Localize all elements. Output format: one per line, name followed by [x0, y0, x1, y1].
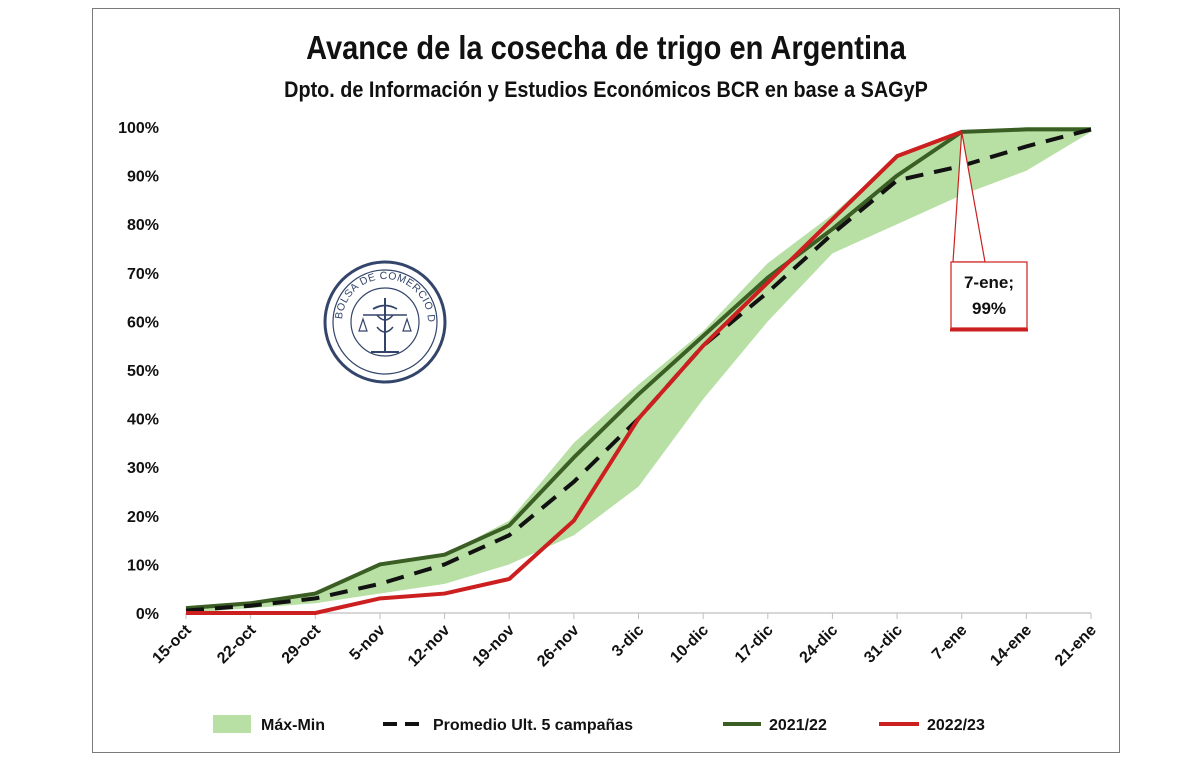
y-tick-label: 100%	[118, 120, 159, 137]
band-max-min	[186, 127, 1091, 613]
series-line-2021-22	[185, 127, 1091, 611]
chart-subtitle: Dpto. de Información y Estudios Económic…	[284, 77, 928, 102]
x-tick-label: 7-ene	[929, 622, 971, 664]
legend-label-promedio-ult-5-campa-as: Promedio Ult. 5 campañas	[433, 717, 633, 734]
x-tick-label: 17-dic	[732, 622, 777, 667]
y-tick-label: 0%	[136, 606, 159, 623]
callout-label-date: 7-ene;	[964, 273, 1014, 292]
x-tick-label: 24-dic	[797, 622, 842, 667]
y-tick-label: 30%	[127, 460, 159, 477]
series-line-2022-23	[186, 129, 963, 615]
x-tick-label: 19-nov	[470, 622, 519, 671]
y-tick-label: 60%	[127, 314, 159, 331]
x-tick-label: 26-nov	[534, 622, 583, 671]
y-tick-label: 80%	[127, 217, 159, 234]
callout-box	[950, 261, 1028, 329]
x-tick-label: 3-dic	[609, 622, 647, 660]
x-tick-label: 15-oct	[149, 621, 195, 667]
chart-frame: Avance de la cosecha de trigo en Argenti…	[92, 8, 1120, 753]
x-tick-label: 5-nov	[347, 622, 389, 664]
series-line-promedio-ult-5-campa-as	[185, 127, 1092, 613]
x-tick-label: 14-ene	[987, 622, 1035, 670]
y-tick-label: 40%	[127, 412, 159, 429]
y-tick-label: 70%	[127, 266, 159, 283]
legend-label-2022-23: 2022/23	[927, 717, 985, 734]
x-tick-label: 21-ene	[1052, 622, 1100, 670]
callout-label-value: 99%	[972, 299, 1006, 318]
legend-label-band: Máx-Min	[261, 717, 325, 734]
y-tick-label: 20%	[127, 509, 159, 526]
x-tick-label: 10-dic	[667, 622, 712, 667]
y-tick-label: 10%	[127, 557, 159, 574]
x-tick-label: 31-dic	[861, 622, 906, 667]
y-tick-label: 90%	[127, 169, 159, 186]
legend-swatch-band	[213, 715, 251, 733]
chart-canvas: BOLSA DE COMERCIO DE ROSARIO 7-ene;99% 0…	[93, 9, 1100, 734]
x-tick-label: 22-oct	[214, 621, 260, 667]
x-tick-label: 29-oct	[279, 621, 325, 667]
x-tick-label: 12-nov	[405, 622, 454, 671]
legend-label-2021-22: 2021/22	[769, 717, 827, 734]
chart-title: Avance de la cosecha de trigo en Argenti…	[306, 29, 906, 66]
y-tick-label: 50%	[127, 363, 159, 380]
